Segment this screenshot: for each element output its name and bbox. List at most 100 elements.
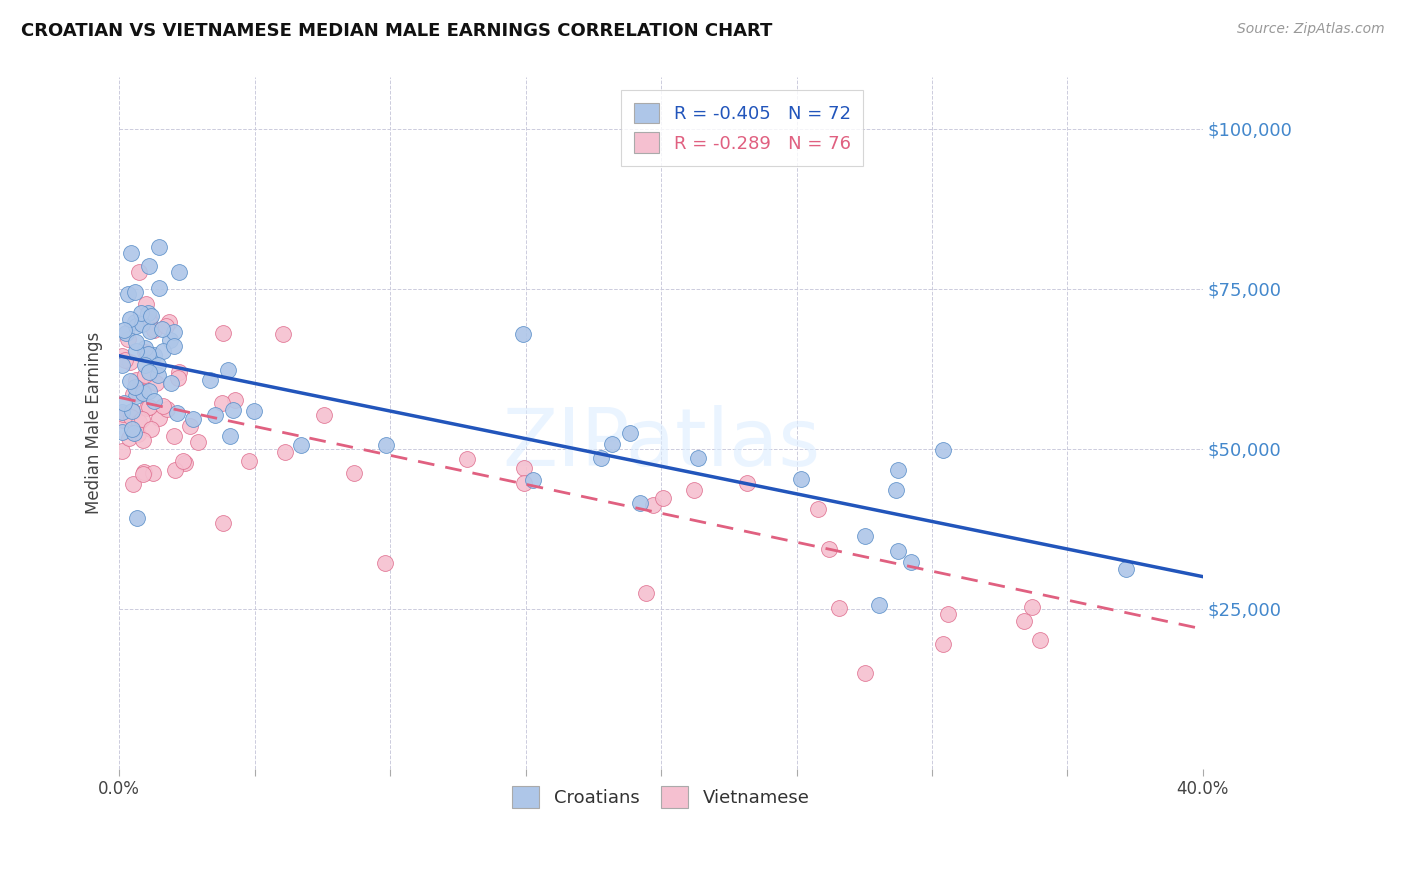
Point: [641, 498, 664, 512]
Point: [628, 495, 651, 509]
Point: [124, 318, 146, 333]
Point: [134, 344, 156, 359]
Point: [120, 374, 142, 388]
Point: [375, 438, 398, 452]
Point: [131, 433, 153, 447]
Point: [150, 322, 173, 336]
Point: [136, 306, 159, 320]
Point: [141, 309, 163, 323]
Point: [138, 314, 160, 328]
Point: [111, 349, 134, 363]
Point: [139, 325, 162, 339]
Point: [138, 365, 160, 379]
Point: [169, 365, 191, 379]
Point: [134, 341, 156, 355]
Point: [114, 353, 136, 368]
Point: [152, 344, 174, 359]
Point: [117, 287, 139, 301]
Point: [132, 467, 155, 481]
Point: [142, 466, 165, 480]
Point: [828, 600, 851, 615]
Point: [122, 405, 145, 419]
Point: [141, 422, 163, 436]
Point: [124, 372, 146, 386]
Point: [155, 318, 177, 333]
Point: [143, 393, 166, 408]
Point: [111, 408, 134, 422]
Point: [124, 285, 146, 299]
Point: [181, 412, 204, 426]
Point: [932, 442, 955, 457]
Point: [121, 404, 143, 418]
Legend: Croatians, Vietnamese: Croatians, Vietnamese: [505, 779, 817, 815]
Point: [1115, 562, 1137, 576]
Point: [652, 491, 675, 505]
Point: [173, 457, 195, 471]
Point: [132, 385, 155, 400]
Point: [128, 415, 150, 429]
Point: [122, 426, 145, 441]
Point: [136, 347, 159, 361]
Point: [242, 404, 264, 418]
Point: [212, 516, 235, 531]
Point: [163, 325, 186, 339]
Point: [134, 359, 156, 373]
Point: [141, 366, 163, 380]
Point: [374, 556, 396, 570]
Point: [887, 463, 910, 477]
Point: [111, 405, 134, 419]
Point: [619, 426, 641, 441]
Point: [111, 425, 134, 440]
Point: [1029, 632, 1052, 647]
Point: [884, 483, 907, 498]
Point: [200, 373, 222, 387]
Point: [686, 451, 709, 466]
Point: [112, 323, 135, 337]
Point: [138, 310, 160, 325]
Text: Source: ZipAtlas.com: Source: ZipAtlas.com: [1237, 22, 1385, 37]
Point: [125, 344, 148, 359]
Point: [204, 408, 226, 422]
Point: [600, 436, 623, 450]
Point: [128, 265, 150, 279]
Point: [128, 385, 150, 400]
Point: [853, 528, 876, 542]
Point: [166, 371, 188, 385]
Point: [222, 403, 245, 417]
Point: [238, 453, 260, 467]
Point: [166, 406, 188, 420]
Point: [343, 466, 366, 480]
Point: [936, 607, 959, 621]
Point: [111, 358, 134, 372]
Point: [900, 555, 922, 569]
Point: [737, 475, 759, 490]
Point: [148, 368, 170, 382]
Point: [138, 384, 160, 398]
Point: [117, 332, 139, 346]
Point: [129, 306, 152, 320]
Point: [211, 396, 233, 410]
Point: [187, 435, 209, 450]
Point: [179, 418, 201, 433]
Point: [125, 389, 148, 403]
Point: [132, 385, 155, 400]
Point: [127, 427, 149, 442]
Point: [148, 239, 170, 253]
Point: [114, 326, 136, 341]
Point: [886, 544, 908, 558]
Point: [121, 422, 143, 436]
Text: ZIPatlas: ZIPatlas: [502, 405, 820, 483]
Point: [522, 473, 544, 487]
Point: [169, 264, 191, 278]
Point: [118, 355, 141, 369]
Y-axis label: Median Male Earnings: Median Male Earnings: [86, 332, 103, 514]
Point: [218, 429, 240, 443]
Point: [290, 438, 312, 452]
Point: [134, 368, 156, 383]
Point: [790, 472, 813, 486]
Point: [143, 348, 166, 362]
Point: [513, 460, 536, 475]
Point: [111, 413, 134, 427]
Point: [163, 429, 186, 443]
Point: [136, 347, 159, 361]
